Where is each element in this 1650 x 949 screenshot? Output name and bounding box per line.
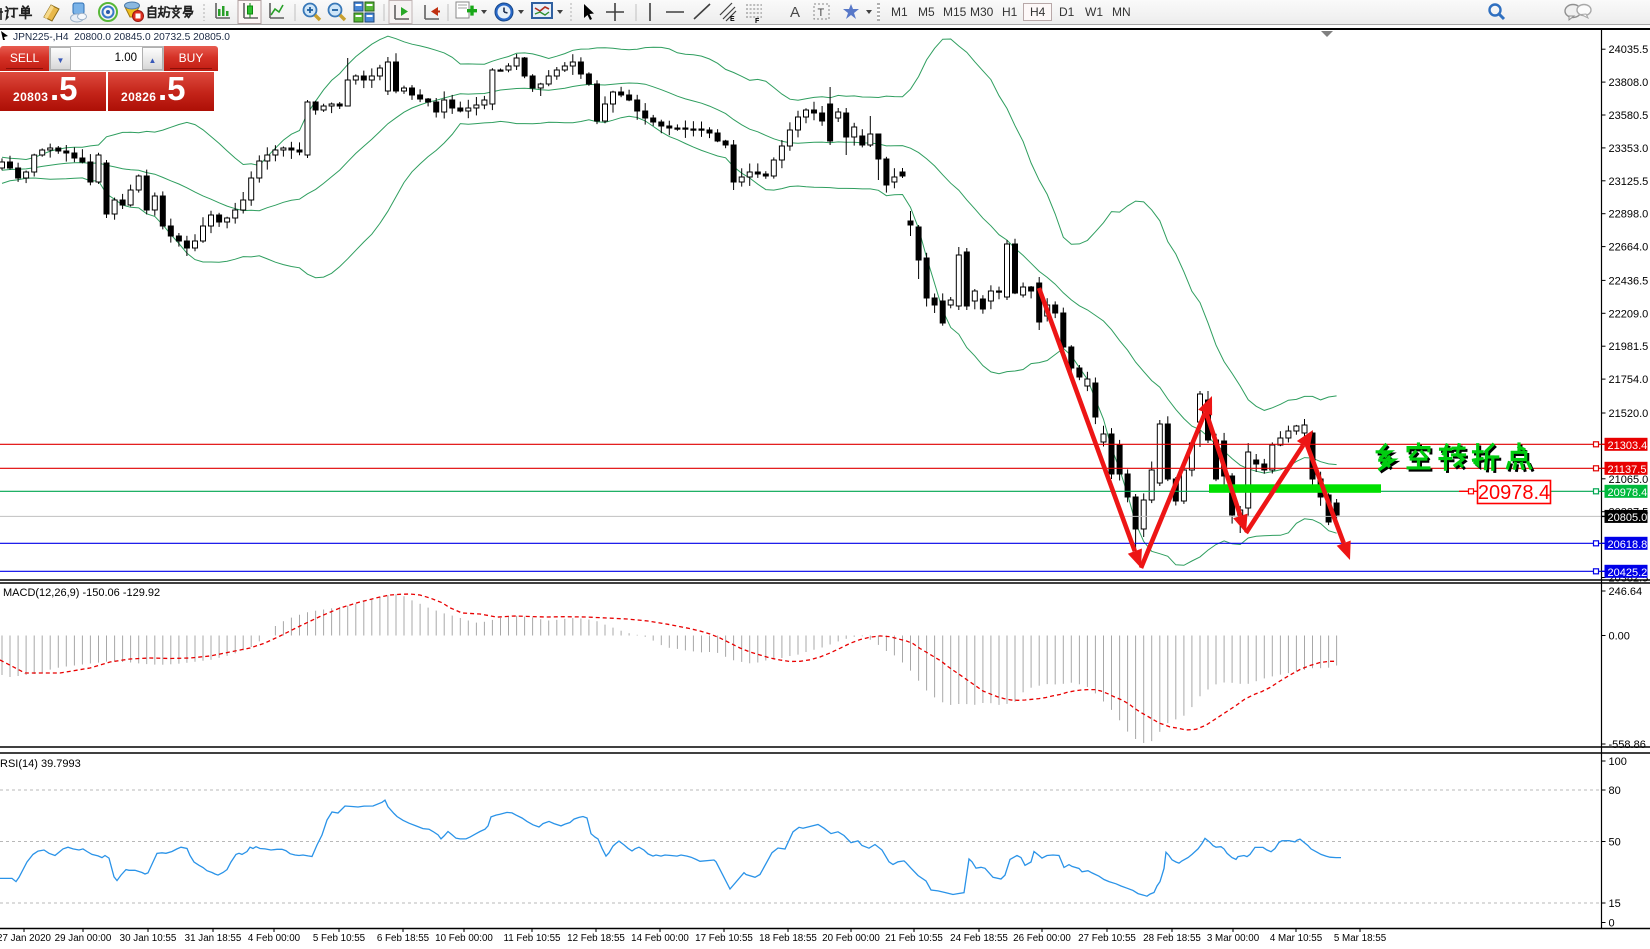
- svg-text:11 Feb 10:55: 11 Feb 10:55: [503, 933, 561, 944]
- svg-text:22664.0: 22664.0: [1609, 242, 1649, 254]
- svg-text:20425.2: 20425.2: [1608, 567, 1648, 579]
- svg-text:21520.0: 21520.0: [1609, 408, 1649, 420]
- svg-text:24 Feb 18:55: 24 Feb 18:55: [950, 933, 1008, 944]
- svg-text:21065.0: 21065.0: [1609, 474, 1649, 486]
- svg-text:24035.5: 24035.5: [1609, 44, 1649, 56]
- svg-text:29 Jan 00:00: 29 Jan 00:00: [55, 933, 112, 944]
- svg-text:JPN225-,H4 20800.0 20845.0 20: JPN225-,H4 20800.0 20845.0 20732.5 20805…: [13, 32, 230, 43]
- svg-text:100: 100: [1609, 756, 1627, 768]
- svg-text:20805.0: 20805.0: [1608, 512, 1648, 524]
- svg-text:E: E: [730, 16, 735, 23]
- svg-text:50: 50: [1609, 837, 1621, 849]
- svg-text:22436.5: 22436.5: [1609, 275, 1649, 287]
- svg-text:26 Feb 00:00: 26 Feb 00:00: [1013, 933, 1071, 944]
- svg-text:5 Feb 10:55: 5 Feb 10:55: [313, 933, 366, 944]
- svg-text:10 Feb 00:00: 10 Feb 00:00: [435, 933, 493, 944]
- svg-text:30 Jan 10:55: 30 Jan 10:55: [120, 933, 177, 944]
- svg-text:28 Feb 18:55: 28 Feb 18:55: [1143, 933, 1201, 944]
- svg-text:F: F: [755, 18, 760, 25]
- svg-text:27 Jan 2020: 27 Jan 2020: [0, 933, 52, 944]
- svg-text:4 Mar 10:55: 4 Mar 10:55: [1270, 933, 1323, 944]
- svg-text:23125.5: 23125.5: [1609, 176, 1649, 188]
- svg-text:T: T: [818, 7, 825, 19]
- svg-text:21303.4: 21303.4: [1608, 440, 1648, 452]
- svg-text:-558.86: -558.86: [1609, 739, 1646, 751]
- svg-text:20 Feb 00:00: 20 Feb 00:00: [822, 933, 880, 944]
- svg-text:5 Mar 18:55: 5 Mar 18:55: [1334, 933, 1387, 944]
- svg-text:27 Feb 10:55: 27 Feb 10:55: [1078, 933, 1136, 944]
- svg-text:20978.4: 20978.4: [1478, 482, 1550, 504]
- svg-text:14 Feb 00:00: 14 Feb 00:00: [631, 933, 689, 944]
- svg-text:RSI(14) 39.7993: RSI(14) 39.7993: [0, 758, 81, 770]
- svg-text:23580.5: 23580.5: [1609, 110, 1649, 122]
- svg-text:17 Feb 10:55: 17 Feb 10:55: [695, 933, 753, 944]
- svg-text:80: 80: [1609, 785, 1621, 797]
- svg-text:21981.5: 21981.5: [1609, 341, 1649, 353]
- svg-text:4 Feb 00:00: 4 Feb 00:00: [248, 933, 301, 944]
- svg-text:21 Feb 10:55: 21 Feb 10:55: [885, 933, 943, 944]
- svg-text:22209.0: 22209.0: [1609, 308, 1649, 320]
- svg-text:21754.0: 21754.0: [1609, 374, 1649, 386]
- svg-text:15: 15: [1609, 898, 1621, 910]
- svg-text:21137.5: 21137.5: [1608, 464, 1647, 476]
- svg-text:23353.0: 23353.0: [1609, 143, 1649, 155]
- svg-text:246.64: 246.64: [1609, 586, 1643, 598]
- svg-text:6 Feb 18:55: 6 Feb 18:55: [377, 933, 430, 944]
- svg-text:22898.0: 22898.0: [1609, 209, 1649, 221]
- svg-text:31 Jan 18:55: 31 Jan 18:55: [185, 933, 242, 944]
- svg-text:MACD(12,26,9) -150.06 -129.92: MACD(12,26,9) -150.06 -129.92: [3, 587, 160, 599]
- svg-text:20978.4: 20978.4: [1608, 487, 1648, 499]
- svg-text:3 Mar 00:00: 3 Mar 00:00: [1207, 933, 1260, 944]
- svg-text:20618.8: 20618.8: [1608, 539, 1648, 551]
- svg-text:12 Feb 18:55: 12 Feb 18:55: [567, 933, 625, 944]
- svg-text:18 Feb 18:55: 18 Feb 18:55: [759, 933, 817, 944]
- svg-text:0.00: 0.00: [1609, 631, 1630, 643]
- svg-text:23808.0: 23808.0: [1609, 77, 1649, 89]
- svg-text:0: 0: [1609, 918, 1615, 930]
- svg-text:A: A: [790, 4, 800, 21]
